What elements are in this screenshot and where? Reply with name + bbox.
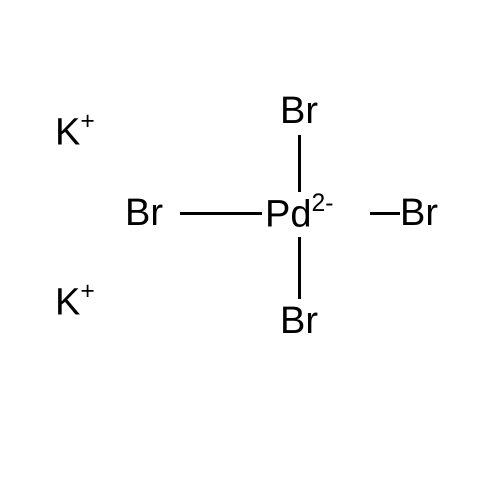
bromine-top: Br bbox=[280, 90, 318, 133]
atom-symbol: K bbox=[55, 112, 80, 154]
palladium-center: Pd2- bbox=[265, 192, 333, 237]
bond-right bbox=[370, 212, 400, 215]
atom-symbol: Pd bbox=[265, 194, 311, 236]
potassium-ion-top: K+ bbox=[55, 110, 95, 155]
bond-bottom bbox=[298, 237, 301, 299]
atom-symbol: Br bbox=[125, 192, 163, 234]
potassium-ion-bottom: K+ bbox=[55, 280, 95, 325]
bromine-bottom: Br bbox=[280, 300, 318, 343]
atom-symbol: Br bbox=[280, 300, 318, 342]
atom-charge: + bbox=[80, 108, 94, 135]
chemical-structure-diagram: K+ K+ Br Pd2- Br Br Br bbox=[0, 0, 500, 500]
atom-symbol: Br bbox=[280, 90, 318, 132]
bond-left bbox=[180, 212, 262, 215]
bromine-left: Br bbox=[125, 192, 163, 235]
atom-charge: 2- bbox=[311, 190, 333, 217]
atom-symbol: Br bbox=[400, 192, 438, 234]
atom-charge: + bbox=[80, 278, 94, 305]
bromine-right: Br bbox=[400, 192, 438, 235]
bond-top bbox=[298, 135, 301, 192]
atom-symbol: K bbox=[55, 282, 80, 324]
